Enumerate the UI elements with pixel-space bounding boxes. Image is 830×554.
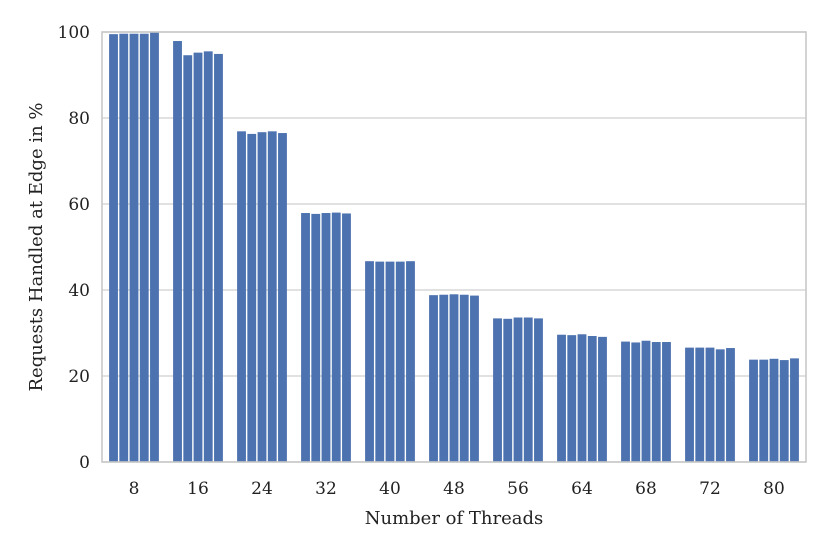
x-tick-label: 56 <box>507 479 529 499</box>
bar <box>662 342 671 462</box>
bar <box>214 53 223 463</box>
bar <box>247 133 257 462</box>
bar <box>587 336 597 462</box>
bar <box>257 132 267 462</box>
bar <box>567 335 577 462</box>
x-tick-label: 80 <box>763 479 785 499</box>
bar <box>429 295 438 462</box>
bar <box>779 360 789 462</box>
bar <box>790 358 799 462</box>
x-tick-label: 64 <box>571 479 593 499</box>
x-tick-label: 16 <box>187 479 209 499</box>
plot-frame <box>101 31 807 463</box>
bar <box>534 318 543 462</box>
bar <box>523 317 533 462</box>
bar <box>109 34 118 463</box>
bar <box>439 294 449 462</box>
bar <box>129 33 139 462</box>
bar <box>759 359 769 462</box>
bar <box>385 261 395 462</box>
x-tick-label: 40 <box>379 479 401 499</box>
bar <box>406 261 415 462</box>
bar <box>449 294 459 462</box>
bar <box>139 33 149 462</box>
bar <box>183 55 193 462</box>
bars-group <box>109 32 799 463</box>
x-tick-label: 8 <box>129 479 140 499</box>
bar <box>331 212 341 462</box>
bar <box>470 295 479 462</box>
bar <box>749 359 758 462</box>
bar <box>365 261 374 462</box>
bar <box>513 317 523 462</box>
x-tick-label: 32 <box>315 479 337 499</box>
y-tick-label: 20 <box>68 367 90 387</box>
bar <box>641 340 651 462</box>
bar <box>493 318 502 462</box>
x-tick-label: 68 <box>635 479 657 499</box>
bar <box>631 342 641 462</box>
bar <box>321 213 331 462</box>
y-tick-labels: 0 20 40 60 80 100 <box>58 23 90 473</box>
bar <box>715 349 725 462</box>
bar <box>726 348 735 462</box>
y-tick-label: 60 <box>68 195 90 215</box>
bar <box>119 33 129 462</box>
bar <box>342 213 351 462</box>
bar <box>685 347 694 462</box>
bar <box>577 334 587 462</box>
x-tick-label: 72 <box>699 479 721 499</box>
y-tick-label: 100 <box>58 23 90 43</box>
bar <box>695 347 705 462</box>
bar <box>621 341 630 462</box>
bar <box>237 131 246 462</box>
bar <box>375 261 385 462</box>
bar <box>459 294 469 462</box>
x-tick-label: 24 <box>251 479 273 499</box>
bar <box>301 213 310 462</box>
y-tick-label: 0 <box>79 453 90 473</box>
bar <box>311 213 321 462</box>
y-axis-label: Requests Handled at Edge in % <box>26 102 47 391</box>
bar <box>150 32 159 463</box>
bar <box>203 51 213 462</box>
x-tick-labels: 8 16 24 32 40 48 56 64 68 72 80 <box>129 479 785 499</box>
bar <box>173 41 182 462</box>
bar <box>769 358 779 462</box>
bar <box>193 52 203 462</box>
x-axis-label: Number of Threads <box>365 508 543 529</box>
bar <box>705 347 715 462</box>
bar <box>557 334 566 462</box>
bar <box>267 131 277 462</box>
x-tick-label: 48 <box>443 479 465 499</box>
bar <box>278 133 287 463</box>
y-tick-label: 40 <box>68 281 90 301</box>
bar <box>503 318 513 462</box>
bar <box>598 336 607 462</box>
bar <box>395 261 405 462</box>
bar <box>651 342 661 462</box>
y-tick-label: 80 <box>68 109 90 129</box>
